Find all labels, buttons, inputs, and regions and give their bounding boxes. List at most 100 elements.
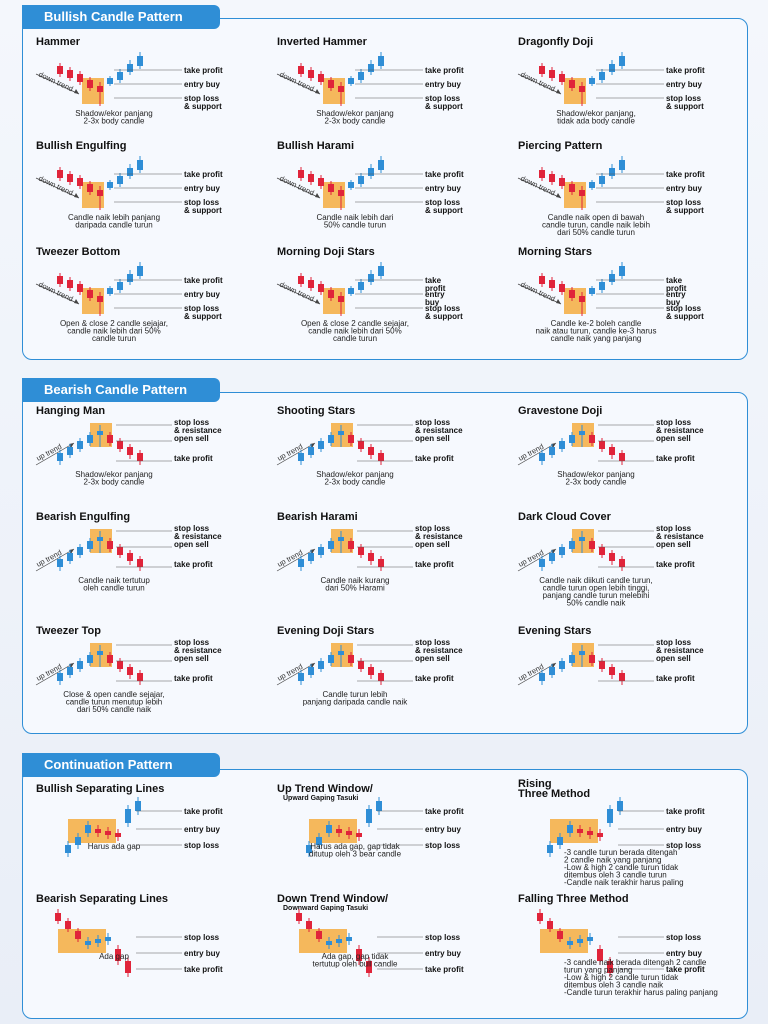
- trend-arrow: [517, 177, 562, 199]
- candle: [298, 63, 304, 77]
- level-label: stop loss: [425, 841, 461, 850]
- pattern-description: -3 candle turun berada ditengah 2 candle …: [564, 848, 684, 887]
- pattern-card-inverted-hammer: Inverted Hammer down trend take profit entr…: [265, 36, 506, 140]
- level-label: stop loss & resistance: [656, 524, 704, 541]
- candle: [105, 827, 111, 839]
- level-label: take profit: [184, 276, 223, 285]
- candle: [617, 797, 623, 815]
- pattern-description: Candle naik kurang dari 50% Harami: [321, 576, 390, 593]
- trend-arrow: [276, 177, 321, 199]
- candle: [308, 550, 314, 564]
- candle: [549, 67, 555, 81]
- pattern-description: Harus ada gap, gap tidak ditutup oleh 3 b…: [309, 842, 402, 859]
- level-label: stop loss & support: [184, 304, 222, 321]
- candle: [338, 645, 344, 667]
- candle: [296, 909, 302, 924]
- level-label: open sell: [174, 434, 209, 443]
- level-label: take profit: [184, 170, 223, 179]
- candle: [378, 262, 384, 279]
- candle: [57, 450, 63, 465]
- candle: [376, 797, 382, 815]
- level-label: take profit: [656, 674, 695, 683]
- candle: [378, 52, 384, 69]
- pattern-card-rising-three-method: Rising Three Method take profit entry buy s…: [506, 779, 747, 888]
- level-label: stop loss: [425, 933, 461, 942]
- candle: [366, 957, 372, 977]
- candle: [97, 82, 103, 106]
- level-label: stop loss & resistance: [174, 524, 222, 541]
- candle: [77, 544, 83, 558]
- pattern-title: Evening Stars: [518, 625, 592, 637]
- candle: [87, 287, 93, 301]
- trend-arrow: [517, 283, 562, 305]
- candle: [298, 273, 304, 287]
- level-label: entry buy: [184, 80, 221, 89]
- candle: [57, 273, 63, 287]
- arrow-head-icon: [556, 89, 561, 94]
- candle: [607, 805, 613, 827]
- pattern-card-hammer: Hammer down trend take profit entry buy stop…: [24, 36, 265, 140]
- candle: [589, 286, 595, 296]
- bullish-section: [22, 18, 748, 360]
- candle: [107, 180, 113, 190]
- candle: [348, 652, 354, 666]
- candle: [577, 825, 583, 837]
- candle: [368, 664, 374, 679]
- candle: [67, 664, 73, 678]
- candle: [57, 670, 63, 685]
- level-label: stop loss: [666, 933, 702, 942]
- candle: [137, 52, 143, 69]
- pattern-card-evening-doji-stars: Evening Doji Stars up trend stop loss & res…: [265, 625, 506, 729]
- candle: [348, 286, 354, 296]
- level-label: take profit: [415, 674, 454, 683]
- candle: [298, 556, 304, 571]
- candle: [346, 933, 352, 945]
- candle: [55, 909, 61, 924]
- level-label: entry buy: [666, 184, 703, 193]
- candle: [57, 556, 63, 571]
- level-label: take profit: [425, 170, 464, 179]
- candle: [77, 438, 83, 452]
- level-label: stop loss & support: [666, 198, 704, 215]
- pattern-diagram: stop loss entry buy take profit Ada gap: [55, 909, 223, 977]
- candle: [308, 171, 314, 185]
- level-label: open sell: [656, 654, 691, 663]
- candle: [67, 67, 73, 81]
- candle: [589, 538, 595, 552]
- level-label: stop loss & resistance: [415, 638, 463, 655]
- candle: [587, 827, 593, 839]
- candle: [338, 292, 344, 316]
- candle: [358, 173, 364, 187]
- candle: [567, 821, 573, 837]
- candle: [318, 544, 324, 558]
- trend-arrow: [517, 662, 557, 686]
- candle: [609, 270, 615, 285]
- level-label: open sell: [415, 654, 450, 663]
- pattern-title: Hammer: [36, 36, 81, 48]
- pattern-title: Bearish Engulfing: [36, 511, 131, 523]
- candle: [117, 544, 123, 558]
- candle: [65, 918, 71, 932]
- candle: [328, 181, 334, 195]
- candle: [308, 444, 314, 458]
- candle: [599, 173, 605, 187]
- candle: [336, 935, 342, 947]
- candle: [579, 645, 585, 667]
- level-label: open sell: [174, 654, 209, 663]
- level-label: entry buy: [425, 80, 462, 89]
- pattern-title: Rising Three Method: [518, 778, 591, 800]
- pattern-title: Hanging Man: [36, 405, 106, 417]
- candle: [557, 928, 563, 942]
- level-label: take profit: [666, 276, 687, 293]
- candle: [77, 175, 83, 189]
- candle: [87, 181, 93, 195]
- trend-arrow: [517, 73, 562, 95]
- pattern-diagram: stop loss entry buy take profit Ada gap, ga…: [296, 909, 464, 977]
- level-label: entry buy: [184, 184, 221, 193]
- candle: [85, 937, 91, 949]
- candle: [127, 270, 133, 285]
- candle: [105, 933, 111, 945]
- trend-arrow: [276, 662, 316, 686]
